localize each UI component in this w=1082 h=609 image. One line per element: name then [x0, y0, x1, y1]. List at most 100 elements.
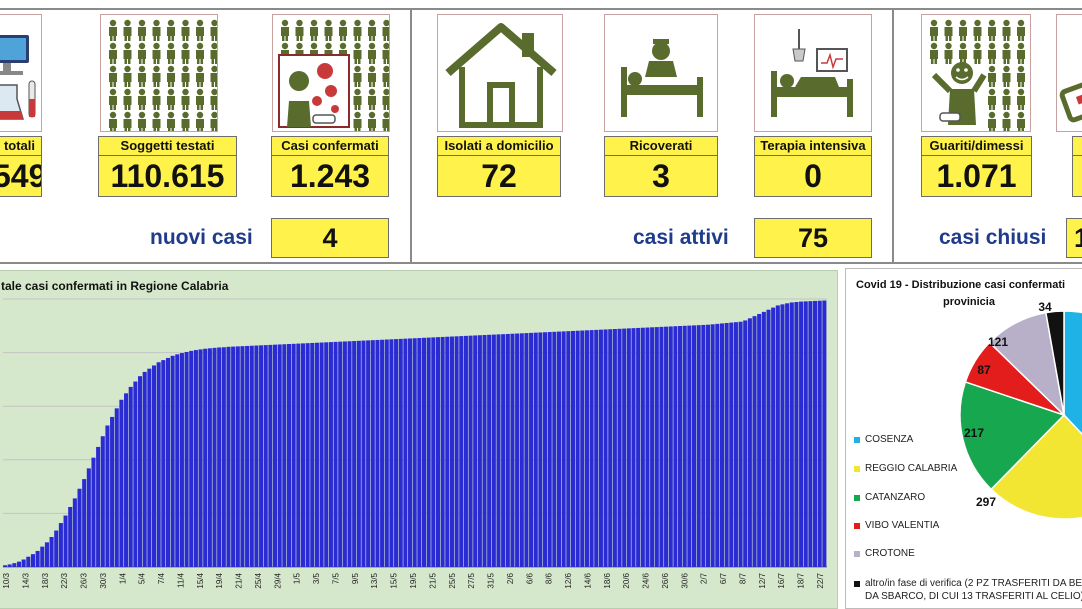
bar — [77, 488, 82, 567]
bar — [389, 339, 394, 567]
bar — [333, 341, 338, 567]
person-figure — [138, 111, 146, 131]
person-figure — [196, 42, 204, 64]
bar — [277, 344, 282, 567]
pie-slice — [1045, 310, 1065, 416]
person-figure — [353, 88, 362, 110]
x-tick-label: 7/4 — [157, 572, 166, 584]
healed-value: 1.071 — [921, 155, 1032, 197]
person-figure — [930, 19, 938, 41]
x-tick-label: 24/6 — [642, 572, 651, 588]
person-figure — [930, 42, 938, 64]
pie-value-label: 87 — [977, 363, 991, 377]
legend-swatch-vibo — [854, 523, 860, 529]
x-tick-label: 21/4 — [235, 572, 244, 588]
person-figure — [167, 65, 175, 87]
bar — [785, 303, 790, 567]
bar — [282, 344, 287, 567]
x-tick-label: 14/6 — [583, 572, 592, 588]
bar — [556, 331, 562, 567]
legend-item-reggio: REGGIO CALABRIA — [854, 463, 957, 475]
x-tick-label: 19/4 — [215, 572, 224, 588]
person-figure — [959, 19, 967, 41]
active-cases-label: casi attivi — [633, 226, 729, 249]
bar — [114, 408, 119, 567]
person-figure — [167, 111, 175, 131]
pie-title: Covid 19 - Distribuzione casi confermati — [856, 279, 1066, 291]
bar — [421, 337, 427, 567]
person-figure — [988, 42, 996, 64]
bar — [510, 333, 515, 567]
person-figure — [1017, 88, 1025, 110]
bar — [477, 335, 482, 567]
subjects-label: Soggetti testati — [98, 136, 237, 156]
bar — [151, 365, 157, 567]
x-tick-label: 15/5 — [390, 572, 399, 588]
confirmed-value: 1.243 — [271, 155, 389, 197]
person-figure — [1017, 19, 1025, 41]
bar — [12, 563, 17, 567]
bar — [170, 355, 175, 567]
bar — [789, 302, 794, 567]
bar — [626, 328, 631, 567]
icu-value: 0 — [754, 155, 872, 197]
bar — [766, 309, 771, 567]
bar — [263, 345, 268, 567]
bar — [561, 331, 566, 567]
bar — [91, 457, 96, 567]
bar — [524, 333, 529, 567]
bar — [338, 341, 343, 567]
x-tick-label: 15/4 — [196, 572, 205, 588]
bar — [240, 346, 245, 567]
isolated-value: 72 — [437, 155, 561, 197]
bar — [515, 333, 520, 567]
x-tick-label: 16/7 — [777, 572, 786, 588]
legend-swatch-reggio — [854, 466, 860, 472]
bar — [259, 345, 264, 567]
bar — [300, 343, 305, 567]
bar — [105, 425, 110, 567]
pie-value-label: 121 — [988, 335, 1008, 349]
bar — [729, 322, 734, 567]
bar — [575, 330, 580, 567]
bar — [49, 536, 54, 567]
x-tick-label: 5/4 — [138, 572, 147, 584]
person-figure — [1002, 65, 1011, 87]
bar — [403, 338, 408, 567]
isolated-label: Isolati a domicilio — [437, 136, 561, 156]
person-figure — [167, 19, 175, 41]
bar — [687, 325, 692, 567]
bar — [328, 342, 333, 567]
bar — [133, 381, 138, 567]
bar — [617, 328, 622, 567]
bar — [217, 347, 222, 567]
person-figure — [152, 65, 161, 87]
bar — [426, 337, 431, 567]
legend-item-crotone: CROTONE — [854, 548, 915, 560]
person-figure — [196, 19, 204, 41]
bar — [701, 324, 706, 567]
x-tick-label: 8/7 — [738, 572, 747, 584]
bar — [487, 334, 492, 567]
bar — [119, 399, 124, 567]
bar — [519, 333, 524, 567]
x-tick-label: 30/3 — [99, 572, 108, 588]
bar — [752, 316, 757, 567]
bar — [35, 550, 40, 567]
bar — [245, 345, 250, 567]
totals-value: 549 — [0, 155, 42, 197]
bar — [375, 339, 380, 567]
bar — [221, 347, 226, 567]
people-crowd-icon — [100, 14, 218, 132]
bar — [361, 340, 366, 567]
bar — [682, 325, 687, 567]
person-figure — [281, 19, 289, 41]
bar — [124, 393, 129, 567]
bar — [482, 335, 487, 567]
x-tick-label: 25/4 — [254, 572, 263, 588]
bar — [738, 321, 743, 567]
province-pie-chart: 297 217 87 121 34 — [959, 300, 1082, 520]
bar — [82, 479, 87, 567]
bar — [184, 351, 189, 567]
bar — [40, 546, 45, 567]
